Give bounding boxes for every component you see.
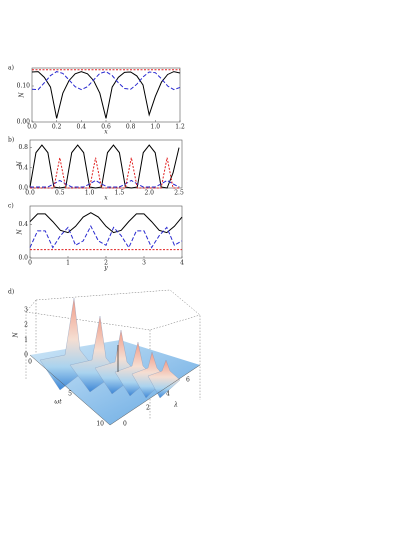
z-tick-label: 2	[24, 322, 28, 329]
z-axis-label: N	[13, 332, 20, 339]
x-tick-label: 0	[28, 260, 32, 267]
x-axis-label: x	[104, 129, 108, 136]
y-tick-label: 2	[146, 405, 150, 412]
x-tick-label: 0	[28, 359, 32, 366]
x-tick-label: 0.4	[77, 124, 87, 131]
series-line	[30, 179, 180, 188]
plot-frame	[31, 67, 181, 123]
floor-front	[29, 354, 201, 426]
y-axis-label: λ	[173, 402, 178, 409]
y-tick-label: 4	[166, 391, 170, 398]
x-tick-label: 1.2	[175, 124, 185, 131]
z-tick-label: 1	[24, 337, 28, 344]
x-tick-label: 1.0	[85, 190, 95, 197]
x-tick-label: 1	[66, 260, 70, 267]
series-line	[30, 157, 180, 189]
x-tick-label: 3	[142, 260, 146, 267]
x-tick-label: 4	[180, 260, 184, 267]
x-tick-label: 10	[96, 421, 104, 428]
y-tick-label: 0	[123, 421, 127, 428]
panel-label: a)	[8, 65, 14, 72]
x-tick-label: 0.8	[126, 124, 136, 131]
surface-plot	[25, 289, 201, 426]
series-line	[31, 71, 181, 91]
x-tick-label: 0.6	[101, 124, 111, 131]
x-tick-label: 0.0	[25, 190, 35, 197]
x-axis-label: x	[104, 195, 108, 202]
panel-label: c)	[8, 203, 14, 210]
y-tick-label: 0.8	[18, 144, 28, 151]
x-tick-label: 0.2	[52, 124, 62, 131]
plot-frame	[29, 205, 183, 259]
series-line	[29, 212, 183, 234]
x-axis-label: ωt	[54, 399, 62, 406]
series-line	[29, 225, 183, 249]
x-tick-label: 2.5	[174, 190, 184, 197]
y-tick-label: 0.4	[18, 164, 28, 171]
box-wire	[25, 289, 201, 420]
x-tick-label: 1.5	[115, 190, 125, 197]
series-line	[29, 144, 180, 189]
x-tick-label: 2	[104, 260, 108, 267]
x-tick-label: 2.0	[144, 190, 154, 197]
y-tick-label: 0.4	[18, 221, 28, 228]
z-tick-label: 3	[24, 307, 28, 314]
x-tick-label: 0.0	[27, 124, 37, 131]
series-line	[31, 71, 181, 119]
x-tick-label: 1.0	[151, 124, 161, 131]
panel-label: b)	[8, 137, 14, 144]
y-tick-label: 0.00	[17, 119, 31, 126]
y-tick-label: 0.0	[18, 255, 28, 262]
y-tick-label: 0.10	[17, 83, 31, 90]
y-axis-label: N	[17, 229, 24, 236]
y-tick-label: 6	[186, 377, 190, 384]
surface-peak	[147, 359, 181, 399]
y-axis-label: N	[19, 92, 26, 99]
x-tick-label: 5	[68, 391, 72, 398]
panel-label: d)	[8, 289, 14, 296]
x-tick-label: 0.5	[55, 190, 65, 197]
z-tick-label: 0	[24, 352, 28, 359]
y-axis-label: N	[17, 161, 24, 168]
y-tick-label: 0.0	[18, 185, 28, 192]
x-axis-label: y	[103, 265, 108, 272]
